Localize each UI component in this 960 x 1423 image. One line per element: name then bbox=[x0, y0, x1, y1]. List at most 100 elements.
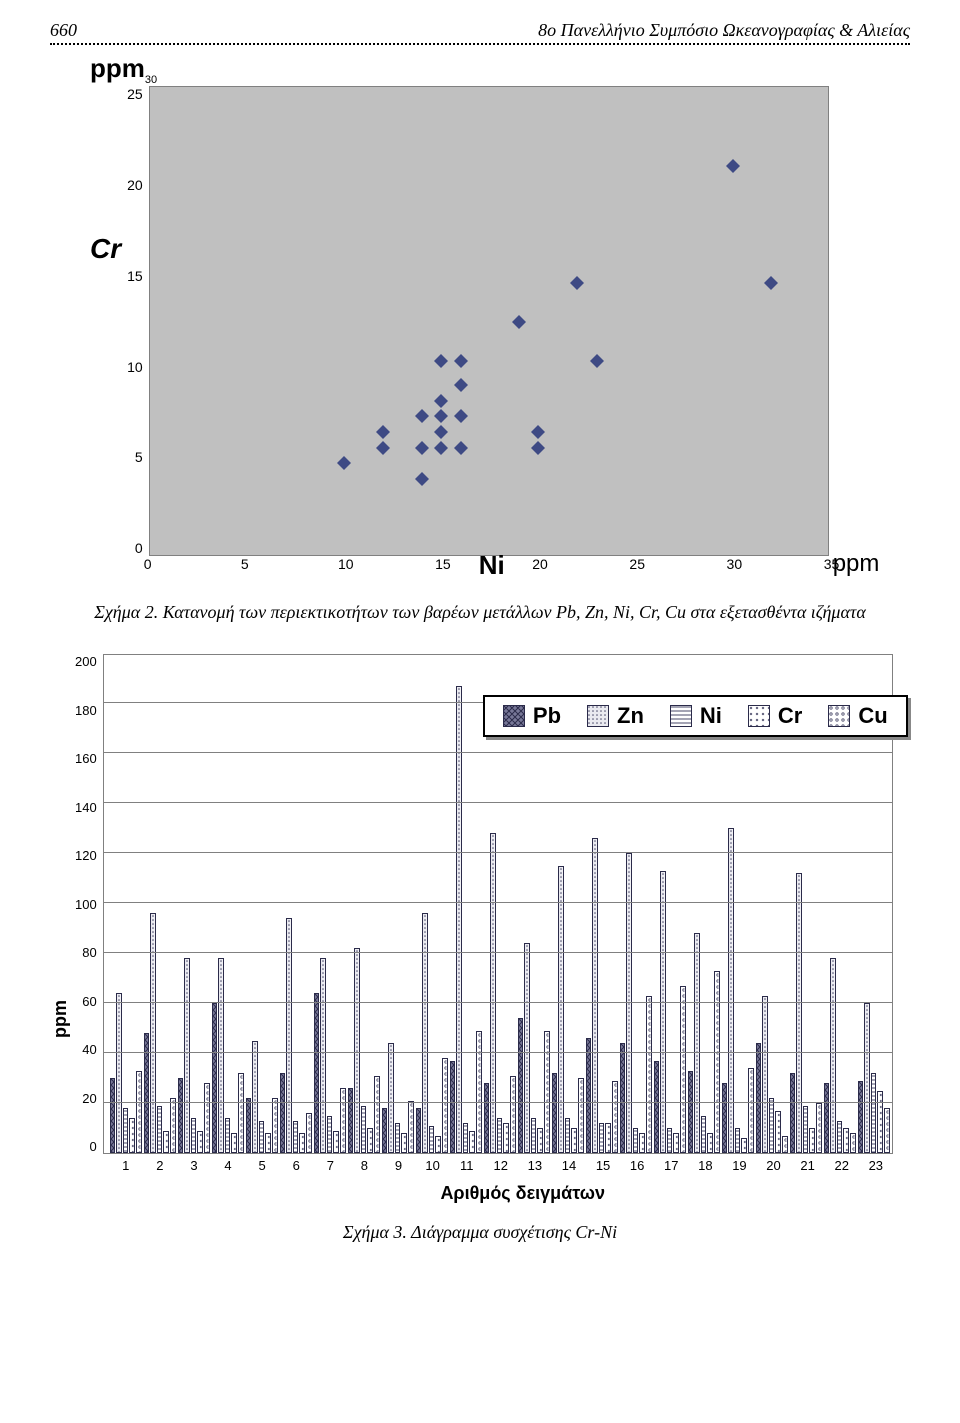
scatter-caption: Σχήμα 2. Κατανομή των περιεκτικοτήτων τω… bbox=[50, 600, 910, 624]
bar-Pb bbox=[212, 1003, 218, 1153]
bar-x-tick: 19 bbox=[722, 1158, 756, 1173]
scatter-x-tick: 15 bbox=[435, 556, 451, 572]
bar-Pb bbox=[382, 1108, 388, 1153]
bar-gridline bbox=[104, 752, 892, 753]
legend-label: Cu bbox=[858, 703, 887, 729]
bar-Cu bbox=[306, 1113, 312, 1153]
bar-Cu bbox=[272, 1098, 278, 1153]
bar-Cu bbox=[408, 1101, 414, 1154]
bar-Zn bbox=[116, 993, 122, 1153]
bar-Zn bbox=[150, 913, 156, 1153]
legend-label: Cr bbox=[778, 703, 802, 729]
bar-Pb bbox=[654, 1061, 660, 1154]
bar-Pb bbox=[552, 1073, 558, 1153]
sample-group bbox=[450, 655, 484, 1153]
bar-Cu bbox=[442, 1058, 448, 1153]
legend-label: Pb bbox=[533, 703, 561, 729]
bar-x-tick: 5 bbox=[245, 1158, 279, 1173]
bar-Cr bbox=[775, 1111, 781, 1154]
bar-Zn bbox=[184, 958, 190, 1153]
page-header: 660 8ο Πανελλήνιο Συμπόσιο Ωκεανογραφίας… bbox=[50, 20, 910, 41]
bar-Zn bbox=[660, 871, 666, 1154]
scatter-x-axis-label: Ni bbox=[479, 550, 505, 581]
bar-Cu bbox=[238, 1073, 244, 1153]
scatter-x-tick: 30 bbox=[727, 556, 743, 572]
bar-x-tick: 1 bbox=[109, 1158, 143, 1173]
bar-Ni bbox=[667, 1128, 673, 1153]
bar-x-tick: 7 bbox=[313, 1158, 347, 1173]
bar-Cu bbox=[544, 1031, 550, 1154]
bar-Cr bbox=[401, 1133, 407, 1153]
scatter-y-tick: 25 bbox=[127, 86, 143, 102]
bar-plot-area: PbZnNiCrCu bbox=[103, 654, 893, 1154]
bar-Cr bbox=[129, 1118, 135, 1153]
scatter-y-ticks: 2520151050 bbox=[127, 86, 149, 556]
bar-Pb bbox=[280, 1073, 286, 1153]
bar-Zn bbox=[592, 838, 598, 1153]
bar-Zn bbox=[796, 873, 802, 1153]
bar-x-tick: 21 bbox=[791, 1158, 825, 1173]
bar-Cr bbox=[469, 1131, 475, 1154]
bar-x-tick: 3 bbox=[177, 1158, 211, 1173]
bar-gridline bbox=[104, 802, 892, 803]
sample-group bbox=[246, 655, 280, 1153]
bar-Pb bbox=[246, 1098, 252, 1153]
bar-Pb bbox=[144, 1033, 150, 1153]
scatter-y-unit: ppm30 bbox=[90, 53, 910, 86]
bar-Ni bbox=[701, 1116, 707, 1154]
bar-Ni bbox=[735, 1128, 741, 1153]
bar-Cr bbox=[707, 1133, 713, 1153]
bar-Pb bbox=[518, 1018, 524, 1153]
bar-Cr bbox=[197, 1131, 203, 1154]
bar-Ni bbox=[803, 1106, 809, 1154]
bar-gridline bbox=[104, 1002, 892, 1003]
bar-x-tick: 16 bbox=[620, 1158, 654, 1173]
legend-item: Zn bbox=[587, 703, 644, 729]
bar-Pb bbox=[178, 1078, 184, 1153]
scatter-point bbox=[454, 409, 468, 423]
scatter-point bbox=[531, 441, 545, 455]
bar-Zn bbox=[422, 913, 428, 1153]
page-number: 660 bbox=[50, 20, 77, 41]
bar-Cr bbox=[333, 1131, 339, 1154]
bar-Cu bbox=[646, 996, 652, 1154]
sample-group bbox=[382, 655, 416, 1153]
bar-y-tick: 180 bbox=[75, 703, 97, 718]
bar-x-tick: 6 bbox=[279, 1158, 313, 1173]
bar-x-tick: 22 bbox=[825, 1158, 859, 1173]
bar-Cu bbox=[476, 1031, 482, 1154]
bar-x-tick: 2 bbox=[143, 1158, 177, 1173]
scatter-point bbox=[764, 276, 778, 290]
bar-Ni bbox=[361, 1106, 367, 1154]
bar-Zn bbox=[218, 958, 224, 1153]
scatter-y-tick: 15 bbox=[127, 268, 143, 284]
bar-x-tick: 12 bbox=[484, 1158, 518, 1173]
bar-Cr bbox=[605, 1123, 611, 1153]
bar-Zn bbox=[354, 948, 360, 1153]
bar-Cu bbox=[714, 971, 720, 1154]
scatter-x-tick: 20 bbox=[532, 556, 548, 572]
scatter-x-tick: 5 bbox=[241, 556, 249, 572]
bar-gridline bbox=[104, 902, 892, 903]
bar-x-tick: 11 bbox=[450, 1158, 484, 1173]
bar-Zn bbox=[626, 853, 632, 1153]
bar-Ni bbox=[565, 1118, 571, 1153]
bar-Cr bbox=[809, 1128, 815, 1153]
bar-x-tick: 23 bbox=[859, 1158, 893, 1173]
bar-Cu bbox=[136, 1071, 142, 1154]
bar-caption: Σχήμα 3. Διάγραμμα συσχέτισης Cr-Ni bbox=[50, 1222, 910, 1243]
bar-y-tick: 60 bbox=[75, 994, 97, 1009]
scatter-point bbox=[434, 409, 448, 423]
bar-Pb bbox=[586, 1038, 592, 1153]
bar-y-tick: 0 bbox=[75, 1139, 97, 1154]
scatter-x-tick: 10 bbox=[338, 556, 354, 572]
bar-Ni bbox=[463, 1123, 469, 1153]
bar-gridline bbox=[104, 1102, 892, 1103]
bar-Zn bbox=[694, 933, 700, 1153]
bar-y-tick: 140 bbox=[75, 800, 97, 815]
bar-x-axis-label: Αριθμός δειγμάτων bbox=[153, 1183, 893, 1204]
bar-y-tick: 120 bbox=[75, 848, 97, 863]
bar-Cu bbox=[340, 1088, 346, 1153]
bar-Cr bbox=[503, 1123, 509, 1153]
bar-Ni bbox=[259, 1121, 265, 1154]
